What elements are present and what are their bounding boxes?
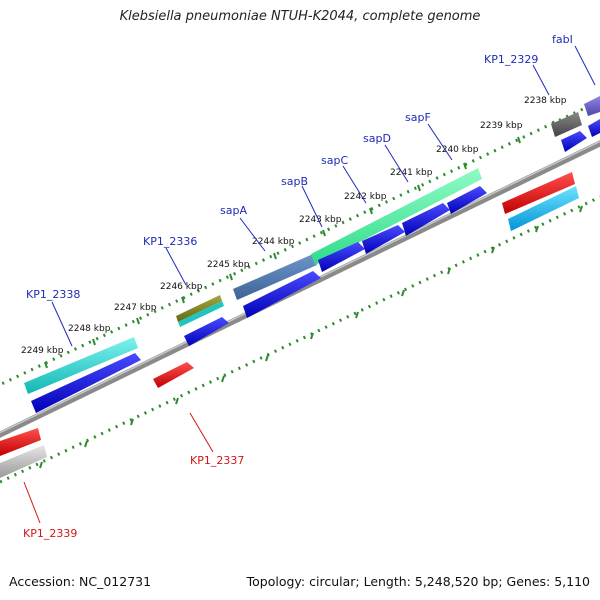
gene-bar-KP1_2336-b[interactable]	[178, 301, 224, 327]
gene-bar-KP1_2338[interactable]	[24, 337, 138, 394]
tick-label-2242: 2242 kbp	[344, 192, 387, 202]
gene-label-KP1_2329[interactable]: KP1_2329	[484, 53, 538, 66]
tick-label-2244: 2244 kbp	[252, 237, 295, 247]
gene-label-sapA[interactable]: sapA	[220, 204, 247, 217]
map-title: Klebsiella pneumoniae NTUH-K2044, comple…	[119, 9, 481, 24]
inner-tick-ring	[0, 195, 600, 484]
gene-bar-sky-right[interactable]	[508, 186, 579, 231]
tick-label-2248: 2248 kbp	[68, 324, 111, 334]
tick-label-2247: 2247 kbp	[114, 303, 157, 313]
gene-label-fabI[interactable]: fabI	[552, 33, 573, 46]
forward-cds-arrows	[31, 119, 600, 413]
gene-label-KP1_2336[interactable]: KP1_2336	[143, 235, 197, 248]
gene-bar-sap-cluster[interactable]	[311, 168, 482, 265]
gene-bar-red-left[interactable]	[0, 428, 41, 456]
topology-text: Topology: circular; Length: 5,248,520 bp…	[246, 574, 590, 589]
gene-label-KP1_2338[interactable]: KP1_2338	[26, 288, 80, 301]
gene-labels: fabI KP1_2329 sapF sapD sapC sapB sapA K…	[23, 33, 573, 540]
gene-bar-sapA[interactable]	[233, 254, 317, 300]
label-leaders	[23, 45, 596, 524]
tick-label-2240: 2240 kbp	[436, 145, 479, 155]
cds-arrow-KP1_2338[interactable]	[31, 353, 141, 413]
cds-arrow-sapD[interactable]	[402, 203, 450, 236]
cds-arrow-fabI[interactable]	[588, 119, 600, 137]
cds-arrow-KP1_2336[interactable]	[184, 317, 229, 346]
major-ticks-lower	[39, 205, 583, 469]
cds-arrow-sapC[interactable]	[362, 225, 405, 254]
gene-bar-KP1_2336[interactable]	[176, 295, 222, 322]
gene-label-sapB[interactable]: sapB	[281, 175, 308, 188]
tick-label-2241: 2241 kbp	[390, 168, 433, 178]
cds-arrow-KP1_2329[interactable]	[561, 131, 587, 152]
gene-label-sapC[interactable]: sapC	[321, 154, 348, 167]
gene-label-KP1_2339[interactable]: KP1_2339	[23, 527, 77, 540]
gene-bar-KP1_2329[interactable]	[551, 112, 582, 137]
major-ticks-upper	[44, 120, 556, 369]
tick-label-2238: 2238 kbp	[524, 96, 567, 106]
tick-label-2239: 2239 kbp	[480, 121, 523, 131]
tick-label-2249: 2249 kbp	[21, 346, 64, 356]
cds-arrow-sapF[interactable]	[447, 186, 487, 214]
gene-bar-red-right[interactable]	[502, 172, 575, 214]
gene-bar-fabI[interactable]	[584, 96, 600, 116]
gene-label-sapF[interactable]: sapF	[405, 111, 431, 124]
gene-label-sapD[interactable]: sapD	[363, 132, 391, 145]
gene-label-KP1_2337[interactable]: KP1_2337	[190, 454, 244, 467]
cds-arrow-sapA[interactable]	[243, 271, 321, 318]
tick-labels: 2238 kbp 2239 kbp 2240 kbp 2241 kbp 2242…	[21, 96, 567, 356]
tick-label-2246: 2246 kbp	[160, 282, 203, 292]
cds-arrow-sapB[interactable]	[318, 242, 365, 272]
gene-bar-KP1_2339[interactable]	[0, 445, 47, 478]
tick-label-2245: 2245 kbp	[207, 260, 250, 270]
accession-text: Accession: NC_012731	[9, 574, 152, 589]
outer-tick-ring	[0, 99, 600, 387]
cds-arrow-KP1_2337[interactable]	[153, 362, 194, 388]
tick-label-2243: 2243 kbp	[299, 215, 342, 225]
